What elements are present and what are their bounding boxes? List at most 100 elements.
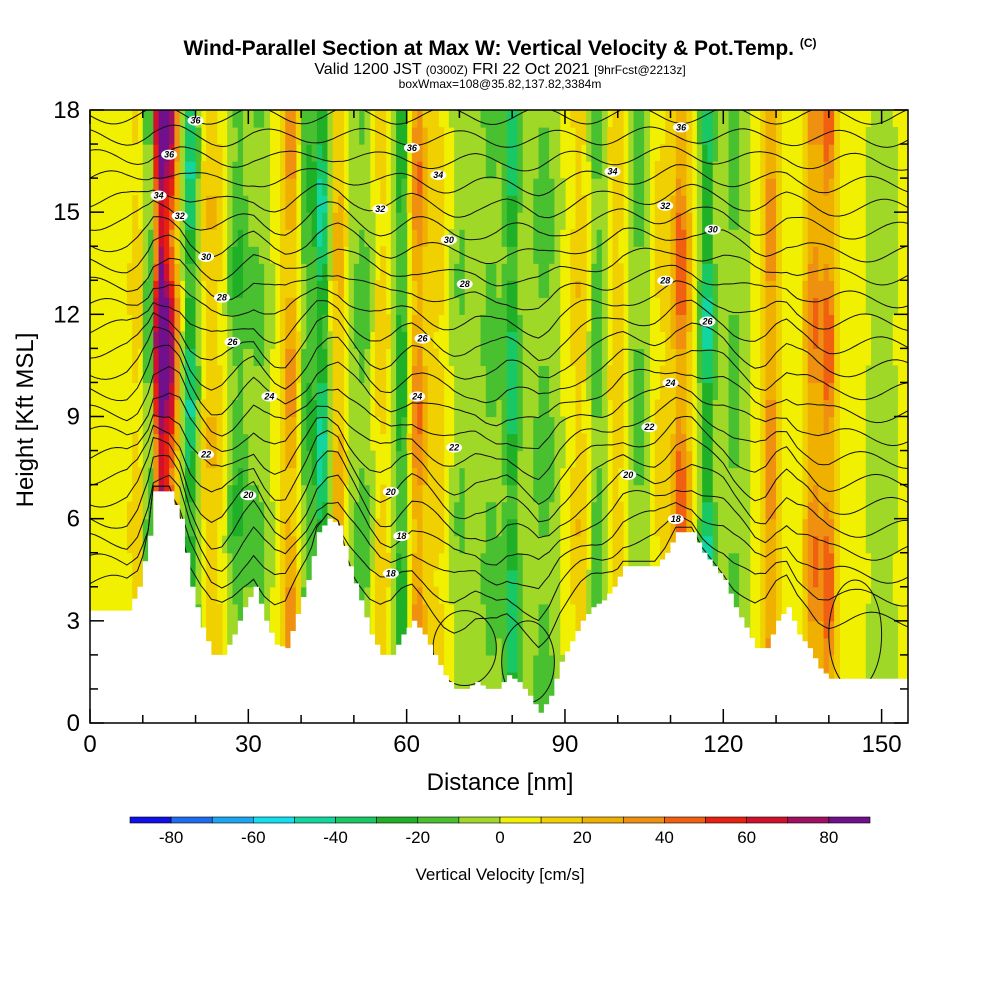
w-cell xyxy=(306,280,313,298)
w-cell xyxy=(813,484,819,503)
w-cell xyxy=(258,212,265,230)
w-cell xyxy=(496,416,503,435)
w-cell xyxy=(195,331,202,349)
w-cell xyxy=(480,433,487,452)
w-cell xyxy=(237,110,244,128)
w-cell xyxy=(802,450,809,469)
w-cell xyxy=(675,501,682,520)
w-cell xyxy=(828,178,835,196)
w-cell xyxy=(232,178,239,196)
w-cell xyxy=(802,246,809,264)
w-cell xyxy=(702,144,709,162)
w-cell xyxy=(469,569,476,588)
w-cell xyxy=(739,331,745,349)
w-cell xyxy=(696,399,703,418)
theta-contour-line xyxy=(90,424,908,523)
w-cell xyxy=(279,127,286,145)
w-cell xyxy=(243,535,249,554)
w-cell xyxy=(670,280,677,298)
w-cell xyxy=(533,110,540,128)
w-cell xyxy=(132,212,139,230)
w-cell xyxy=(232,161,239,179)
w-cell xyxy=(828,331,835,349)
w-cell xyxy=(491,501,497,520)
w-cell xyxy=(306,569,313,588)
w-cell xyxy=(169,382,176,401)
w-cell xyxy=(512,433,519,452)
w-cell xyxy=(353,144,360,162)
w-cell xyxy=(517,620,524,639)
w-cell xyxy=(496,161,503,179)
w-cell xyxy=(190,127,197,145)
w-cell xyxy=(528,229,534,247)
y-tick-label: 18 xyxy=(53,97,80,124)
w-cell xyxy=(506,195,513,213)
w-cell xyxy=(295,127,302,145)
w-cell xyxy=(306,161,313,179)
w-cell xyxy=(570,229,577,247)
w-cell xyxy=(765,110,772,128)
w-cell xyxy=(654,416,661,435)
w-cell xyxy=(628,229,635,247)
w-cell xyxy=(227,263,234,281)
w-cell xyxy=(301,518,307,537)
w-cell xyxy=(876,314,883,332)
w-cell xyxy=(206,178,212,196)
w-cell xyxy=(264,229,271,247)
w-cell xyxy=(232,195,239,213)
w-cell xyxy=(659,314,666,332)
w-cell xyxy=(179,195,186,213)
w-cell xyxy=(718,552,724,571)
theta-contour-line xyxy=(432,610,497,687)
w-cell xyxy=(807,552,814,571)
w-cell xyxy=(823,416,830,435)
w-cell xyxy=(765,501,772,520)
w-cell xyxy=(422,365,429,384)
w-cell xyxy=(638,178,645,196)
w-cell xyxy=(522,297,529,315)
colorbar-swatch xyxy=(458,816,501,824)
theta-label-bg xyxy=(604,166,621,177)
w-cell xyxy=(184,331,191,349)
w-cell xyxy=(206,399,212,418)
w-cell xyxy=(575,620,582,639)
w-cell xyxy=(200,212,207,230)
w-cell xyxy=(279,484,286,503)
w-cell xyxy=(728,484,735,503)
w-cell xyxy=(264,484,271,503)
w-cell xyxy=(538,161,545,179)
w-cell xyxy=(232,433,239,452)
w-cell xyxy=(528,144,534,162)
w-cell xyxy=(681,484,687,503)
w-cell xyxy=(427,110,434,128)
w-cell xyxy=(533,331,540,349)
w-cell xyxy=(353,484,360,503)
w-cell xyxy=(802,467,809,486)
w-cell xyxy=(137,569,144,588)
w-cell xyxy=(886,569,893,588)
w-cell xyxy=(818,569,825,588)
w-cell xyxy=(195,518,202,537)
w-cell xyxy=(538,195,545,213)
w-cell xyxy=(512,399,519,418)
w-cell xyxy=(169,399,176,418)
w-cell xyxy=(148,331,154,349)
w-cell xyxy=(480,535,487,554)
w-cell xyxy=(512,195,519,213)
w-cell xyxy=(290,365,297,384)
w-cell xyxy=(211,586,218,605)
w-cell xyxy=(575,382,582,401)
w-cell xyxy=(543,501,550,520)
w-cell xyxy=(570,586,577,605)
w-cell xyxy=(454,212,461,230)
w-cell xyxy=(506,552,513,571)
w-cell xyxy=(491,365,497,384)
w-cell xyxy=(390,569,397,588)
w-cell xyxy=(760,229,767,247)
w-cell xyxy=(659,297,666,315)
w-cell xyxy=(612,399,619,418)
w-cell xyxy=(158,450,165,469)
w-cell xyxy=(818,314,825,332)
w-cell xyxy=(142,161,149,179)
w-cell xyxy=(411,297,418,315)
